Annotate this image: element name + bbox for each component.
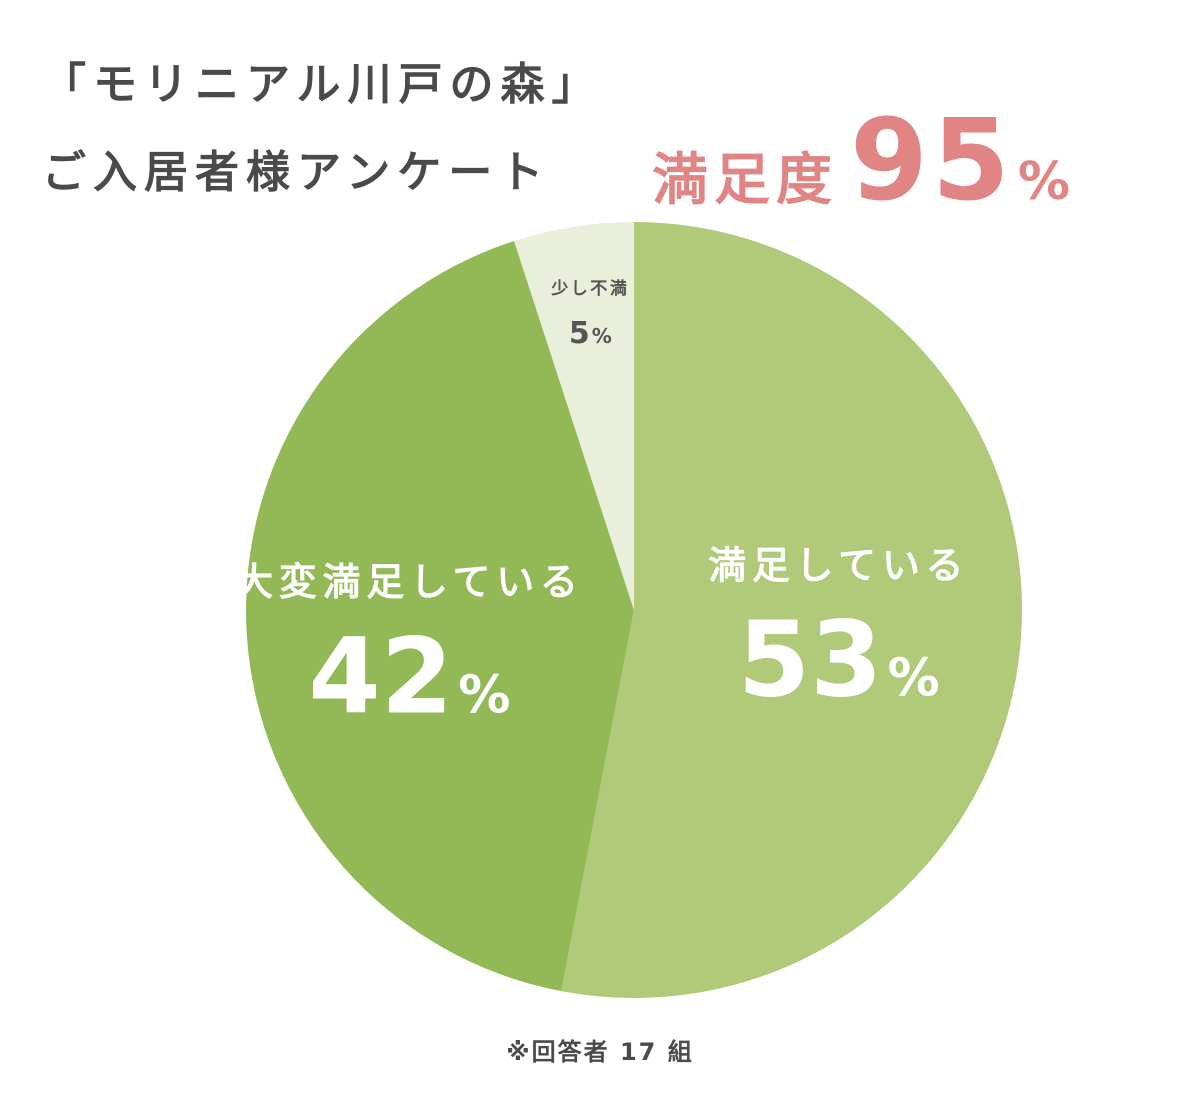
pie-slice-label: 少し不満 [550,278,629,299]
pie-slice-label: 満足している [708,543,969,587]
pie-slice [561,222,1023,998]
satisfaction-headline: 満足度 95% [652,96,1070,226]
pie-slice-value: 53% [738,599,940,721]
pie-slice [514,222,634,610]
headline-label: 満足度 [652,148,838,213]
headline-unit: % [1017,152,1070,212]
pie-slice [245,240,634,992]
page-title-line-2: ご入居者様アンケート [42,147,551,198]
pie-slice-value: 5% [569,316,612,351]
pie-slice-value: 42% [308,615,510,737]
page-title-line-1: 「モリニアル川戸の森」 [42,59,603,110]
pie-slice-label: 大変満足している [235,560,583,604]
headline-value: 95 [850,96,1014,226]
footnote: ※回答者 17 組 [506,1038,694,1066]
